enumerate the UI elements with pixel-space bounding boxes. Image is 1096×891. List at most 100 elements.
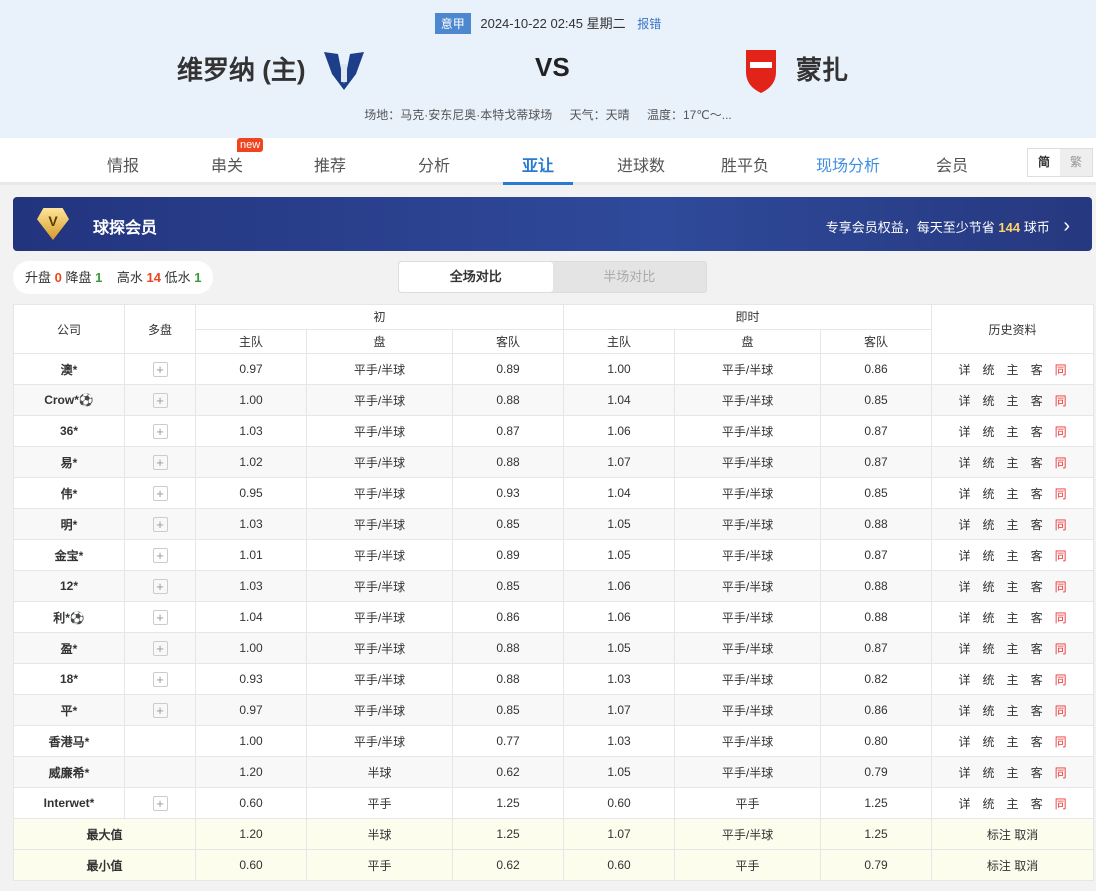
company-name[interactable]: Interwet* xyxy=(13,787,125,819)
history-link[interactable]: 详 xyxy=(958,455,971,470)
history-link[interactable]: 同 xyxy=(1054,455,1067,470)
history-link[interactable]: 客 xyxy=(1030,393,1043,408)
mark-cancel-link[interactable]: 标注 取消 xyxy=(931,849,1095,881)
company-name[interactable]: 12* xyxy=(13,570,125,602)
history-link[interactable]: 详 xyxy=(958,517,971,532)
history-link[interactable]: 详 xyxy=(958,734,971,749)
lang-simplified[interactable]: 简 xyxy=(1028,149,1060,176)
history-link[interactable]: 客 xyxy=(1030,765,1043,780)
history-link[interactable]: 客 xyxy=(1030,455,1043,470)
history-link[interactable]: 客 xyxy=(1030,579,1043,594)
history-link[interactable]: 主 xyxy=(1006,486,1019,501)
history-link[interactable]: 主 xyxy=(1006,734,1019,749)
history-link[interactable]: 主 xyxy=(1006,610,1019,625)
company-name[interactable]: 18* xyxy=(13,663,125,695)
history-link[interactable]: 同 xyxy=(1054,393,1067,408)
tab-recommend[interactable]: 推荐 xyxy=(313,158,346,175)
history-link[interactable]: 客 xyxy=(1030,641,1043,656)
company-name[interactable]: 明* xyxy=(13,508,125,540)
history-link[interactable]: 详 xyxy=(958,393,971,408)
history-link[interactable]: 统 xyxy=(982,517,995,532)
history-link[interactable]: 同 xyxy=(1054,579,1067,594)
plus-icon[interactable]: + xyxy=(152,454,168,470)
plus-icon[interactable]: + xyxy=(152,609,168,625)
history-link[interactable]: 详 xyxy=(958,610,971,625)
history-link[interactable]: 统 xyxy=(982,610,995,625)
company-name[interactable]: 36* xyxy=(13,415,125,447)
history-link[interactable]: 详 xyxy=(958,796,971,811)
history-link[interactable]: 客 xyxy=(1030,424,1043,439)
history-link[interactable]: 统 xyxy=(982,548,995,563)
tab-asian-handicap[interactable]: 亚让 xyxy=(503,152,573,185)
tab-goals[interactable]: 进球数 xyxy=(616,158,665,175)
history-link[interactable]: 统 xyxy=(982,796,995,811)
history-link[interactable]: 同 xyxy=(1054,362,1067,377)
tab-intel[interactable]: 情报 xyxy=(106,158,139,175)
company-name[interactable]: 利*⚽ xyxy=(13,601,125,633)
history-link[interactable]: 统 xyxy=(982,393,995,408)
vip-banner[interactable]: V 球探会员 专享会员权益，每天至少节省 144 球币 › xyxy=(13,197,1092,251)
company-name[interactable]: 香港马* xyxy=(13,725,125,757)
plus-icon[interactable]: + xyxy=(152,578,168,594)
history-link[interactable]: 主 xyxy=(1006,362,1019,377)
history-link[interactable]: 同 xyxy=(1054,703,1067,718)
plus-icon[interactable]: + xyxy=(152,671,168,687)
away-team-logo[interactable] xyxy=(743,44,779,94)
company-name[interactable]: Crow*⚽ xyxy=(13,384,125,416)
history-link[interactable]: 统 xyxy=(982,424,995,439)
history-link[interactable]: 主 xyxy=(1006,393,1019,408)
plus-icon[interactable]: + xyxy=(152,392,168,408)
history-link[interactable]: 主 xyxy=(1006,579,1019,594)
history-link[interactable]: 主 xyxy=(1006,424,1019,439)
history-link[interactable]: 客 xyxy=(1030,796,1043,811)
history-link[interactable]: 详 xyxy=(958,424,971,439)
company-name[interactable]: 易* xyxy=(13,446,125,478)
history-link[interactable]: 统 xyxy=(982,765,995,780)
company-name[interactable]: 盈* xyxy=(13,632,125,664)
away-team-name[interactable]: 蒙扎 xyxy=(796,55,849,85)
history-link[interactable]: 主 xyxy=(1006,796,1019,811)
history-link[interactable]: 同 xyxy=(1054,641,1067,656)
history-link[interactable]: 同 xyxy=(1054,734,1067,749)
history-link[interactable]: 统 xyxy=(982,455,995,470)
history-link[interactable]: 主 xyxy=(1006,517,1019,532)
plus-icon[interactable]: + xyxy=(152,361,168,377)
plus-icon[interactable]: + xyxy=(152,547,168,563)
plus-icon[interactable]: + xyxy=(152,516,168,532)
tab-member[interactable]: 会员 xyxy=(935,158,968,175)
history-link[interactable]: 统 xyxy=(982,672,995,687)
history-link[interactable]: 详 xyxy=(958,703,971,718)
history-link[interactable]: 主 xyxy=(1006,641,1019,656)
history-link[interactable]: 客 xyxy=(1030,362,1043,377)
plus-icon[interactable]: + xyxy=(152,702,168,718)
history-link[interactable]: 主 xyxy=(1006,455,1019,470)
half-time-tab[interactable]: 半场对比 xyxy=(603,269,656,284)
company-name[interactable]: 金宝* xyxy=(13,539,125,571)
lang-traditional[interactable]: 繁 xyxy=(1060,149,1092,176)
history-link[interactable]: 同 xyxy=(1054,424,1067,439)
tab-1x2[interactable]: 胜平负 xyxy=(720,158,769,175)
history-link[interactable]: 主 xyxy=(1006,672,1019,687)
history-link[interactable]: 详 xyxy=(958,641,971,656)
plus-icon[interactable]: + xyxy=(152,640,168,656)
history-link[interactable]: 统 xyxy=(982,579,995,594)
company-name[interactable]: 威廉希* xyxy=(13,756,125,788)
history-link[interactable]: 客 xyxy=(1030,548,1043,563)
history-link[interactable]: 详 xyxy=(958,579,971,594)
full-match-tab[interactable]: 全场对比 xyxy=(399,262,553,292)
league-badge[interactable]: 意甲 xyxy=(434,13,471,34)
history-link[interactable]: 同 xyxy=(1054,486,1067,501)
home-team-name[interactable]: 维罗纳 (主) xyxy=(177,55,306,85)
history-link[interactable]: 统 xyxy=(982,362,995,377)
history-link[interactable]: 客 xyxy=(1030,486,1043,501)
home-team-logo[interactable] xyxy=(320,44,368,92)
history-link[interactable]: 主 xyxy=(1006,765,1019,780)
chevron-right-icon[interactable]: › xyxy=(1063,215,1070,237)
history-link[interactable]: 统 xyxy=(982,641,995,656)
company-name[interactable]: 澳* xyxy=(13,353,125,385)
report-error-link[interactable]: 报错 xyxy=(637,17,662,31)
history-link[interactable]: 详 xyxy=(958,765,971,780)
history-link[interactable]: 客 xyxy=(1030,672,1043,687)
history-link[interactable]: 客 xyxy=(1030,703,1043,718)
plus-icon[interactable]: + xyxy=(152,485,168,501)
